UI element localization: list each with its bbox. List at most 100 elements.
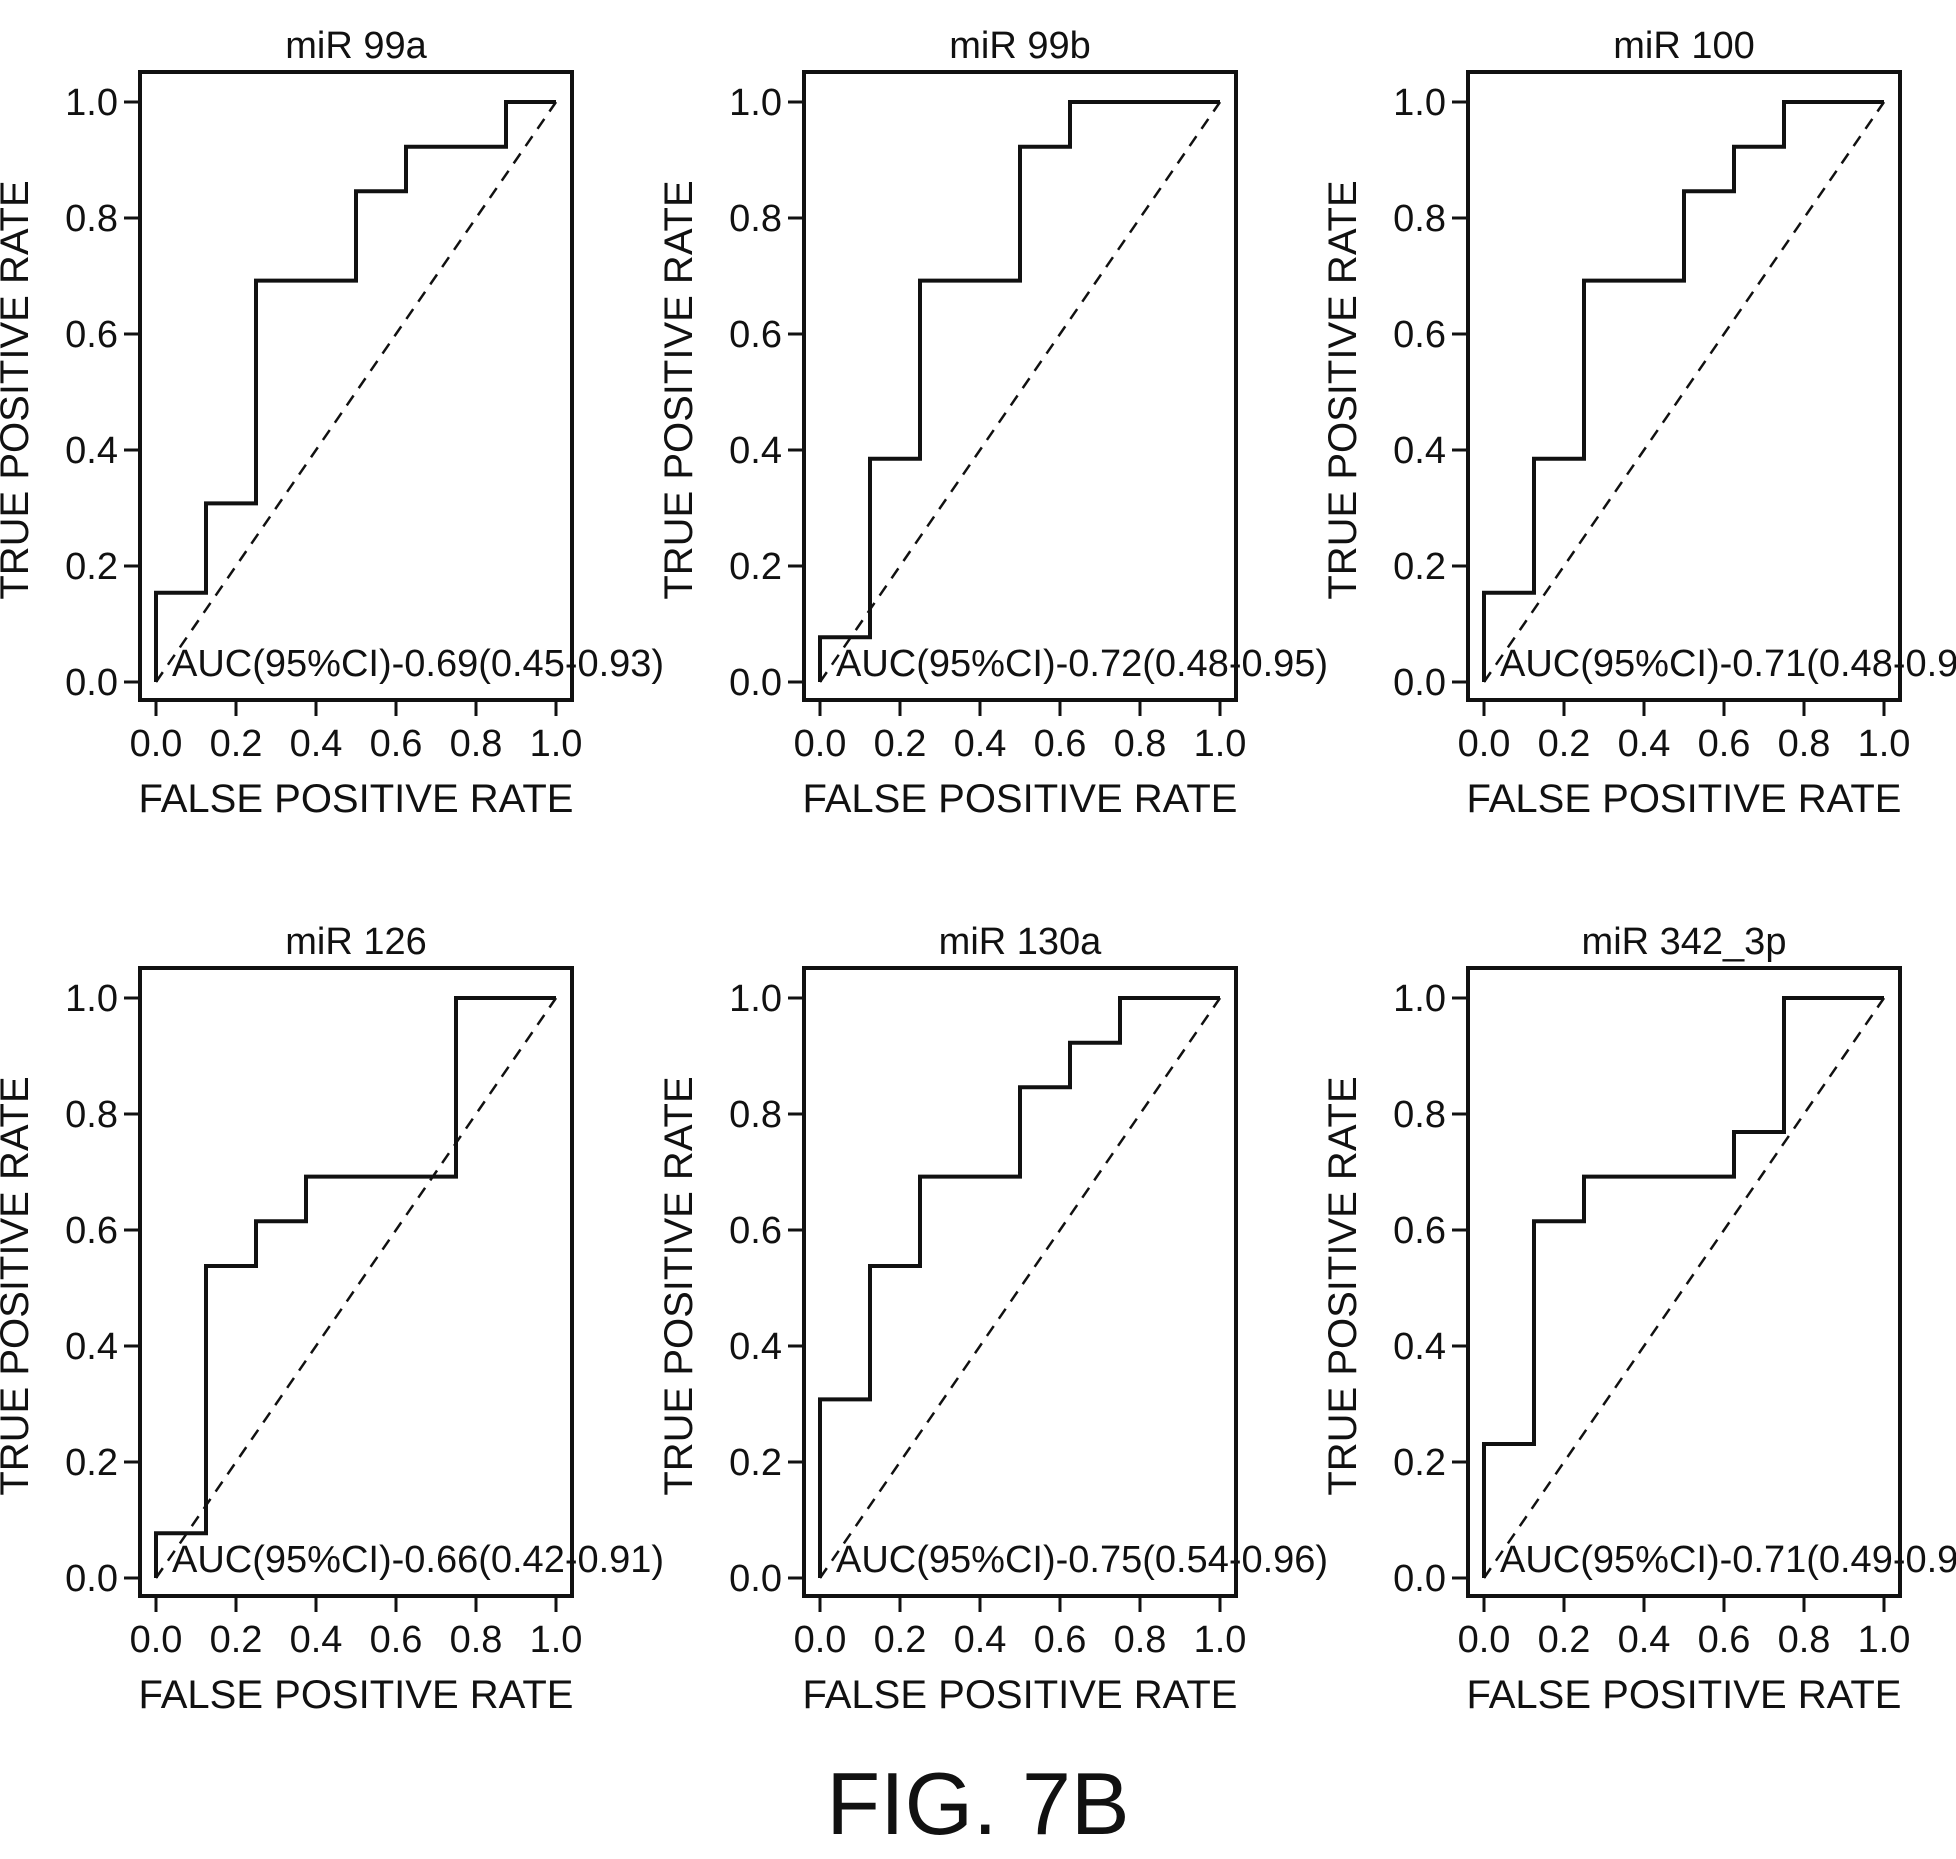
- y-tick-label: 0.6: [1393, 1210, 1446, 1252]
- auc-annotation: AUC(95%CI)-0.72(0.48-0.95): [836, 643, 1328, 685]
- panel-5: miR 130a 0.0 0.2 0.4 0.6 0.8 1.0 0.0 0.2 0.4 0.6 0.…: [657, 921, 1328, 1717]
- y-axis-label: TRUE POSITIVE RATE: [0, 180, 37, 599]
- y-tick-label: 0.6: [65, 314, 118, 356]
- y-tick-label: 0.2: [1393, 546, 1446, 588]
- roc-curve-line: [818, 996, 1220, 1578]
- panel-4: miR 126 0.0 0.2 0.4 0.6 0.8 1.0 0.0 0.2 0.4 0.6 0.8…: [0, 921, 664, 1717]
- x-tick-label: 1.0: [1194, 1619, 1247, 1661]
- y-tick-label: 0.4: [65, 430, 118, 472]
- x-tick-label: 0.2: [1538, 1619, 1591, 1661]
- y-tick-label: 0.6: [1393, 314, 1446, 356]
- plot-frame: [1466, 70, 1902, 702]
- x-tick-label: 0.2: [874, 1619, 927, 1661]
- x-axis-label: FALSE POSITIVE RATE: [139, 1673, 574, 1717]
- y-tick-label: 0.4: [729, 430, 782, 472]
- x-tick-label: 0.0: [1458, 1619, 1511, 1661]
- x-tick-label: 0.4: [954, 723, 1007, 765]
- x-tick-label: 0.4: [290, 1619, 343, 1661]
- auc-annotation: AUC(95%CI)-0.71(0.49-0.94): [1500, 1539, 1956, 1581]
- plot-frame: [802, 966, 1238, 1598]
- y-tick-label: 0.0: [729, 662, 782, 704]
- y-tick-label: 1.0: [65, 978, 118, 1020]
- x-tick-label: 0.2: [874, 723, 927, 765]
- plot-frame: [138, 966, 574, 1598]
- panel-title: miR 342_3p: [1582, 921, 1787, 963]
- y-tick-label: 0.6: [65, 1210, 118, 1252]
- auc-annotation: AUC(95%CI)-0.69(0.45-0.93): [172, 643, 664, 685]
- x-tick-label: 0.6: [1034, 723, 1087, 765]
- x-tick-label: 0.6: [1698, 1619, 1751, 1661]
- x-tick-label: 1.0: [530, 723, 583, 765]
- x-axis-label: FALSE POSITIVE RATE: [803, 777, 1238, 821]
- x-tick-label: 0.0: [130, 1619, 183, 1661]
- x-axis-label: FALSE POSITIVE RATE: [803, 1673, 1238, 1717]
- x-tick-label: 0.6: [1698, 723, 1751, 765]
- y-tick-label: 0.8: [65, 1094, 118, 1136]
- x-tick-label: 0.8: [1114, 723, 1167, 765]
- y-axis-label: TRUE POSITIVE RATE: [1321, 180, 1365, 599]
- y-tick-label: 0.0: [729, 1558, 782, 1600]
- auc-annotation: AUC(95%CI)-0.75(0.54-0.96): [836, 1539, 1328, 1581]
- y-tick-label: 1.0: [729, 978, 782, 1020]
- x-tick-label: 0.0: [794, 1619, 847, 1661]
- chance-diagonal-line: [154, 997, 558, 1579]
- x-tick-label: 0.8: [1778, 723, 1831, 765]
- x-tick-label: 0.8: [450, 723, 503, 765]
- x-tick-label: 1.0: [1194, 723, 1247, 765]
- y-tick-label: 0.4: [729, 1326, 782, 1368]
- y-axis-label: TRUE POSITIVE RATE: [1321, 1076, 1365, 1495]
- panel-title: miR 99a: [285, 25, 427, 67]
- roc-curve-line: [818, 100, 1220, 682]
- y-tick-label: 0.2: [65, 1442, 118, 1484]
- panel-2: miR 99b 0.0 0.2 0.4 0.6 0.8 1.0 0.0 0.2 0.4 0.6 0.8…: [657, 25, 1328, 821]
- x-tick-label: 0.2: [210, 723, 263, 765]
- panel-6: miR 342_3p 0.0 0.2 0.4 0.6 0.8 1.0 0.0 0.2 0.4 0.6…: [1321, 921, 1956, 1717]
- x-tick-label: 0.8: [1114, 1619, 1167, 1661]
- chance-diagonal-line: [1482, 101, 1886, 683]
- y-tick-label: 0.8: [65, 198, 118, 240]
- roc-curve-line: [1482, 996, 1884, 1578]
- y-tick-label: 0.2: [729, 546, 782, 588]
- auc-annotation: AUC(95%CI)-0.71(0.48-0.94): [1500, 643, 1956, 685]
- x-tick-label: 0.6: [370, 1619, 423, 1661]
- x-tick-label: 0.8: [450, 1619, 503, 1661]
- y-tick-label: 0.6: [729, 1210, 782, 1252]
- y-tick-label: 0.4: [65, 1326, 118, 1368]
- x-tick-label: 0.4: [1618, 1619, 1671, 1661]
- roc-curve-line: [1482, 100, 1884, 682]
- x-tick-label: 0.4: [290, 723, 343, 765]
- y-tick-label: 0.4: [1393, 1326, 1446, 1368]
- plot-frame: [1466, 966, 1902, 1598]
- x-tick-label: 0.8: [1778, 1619, 1831, 1661]
- y-axis-label: TRUE POSITIVE RATE: [0, 1076, 37, 1495]
- x-tick-label: 0.2: [1538, 723, 1591, 765]
- y-tick-label: 0.0: [1393, 1558, 1446, 1600]
- y-tick-label: 0.2: [729, 1442, 782, 1484]
- chance-diagonal-line: [1482, 997, 1886, 1579]
- x-tick-label: 0.0: [130, 723, 183, 765]
- plot-frame: [802, 70, 1238, 702]
- x-axis-label: FALSE POSITIVE RATE: [139, 777, 574, 821]
- panel-title: miR 130a: [939, 921, 1102, 963]
- x-tick-label: 0.4: [1618, 723, 1671, 765]
- chance-diagonal-line: [154, 101, 558, 683]
- y-tick-label: 0.0: [65, 662, 118, 704]
- y-tick-label: 1.0: [65, 82, 118, 124]
- y-tick-label: 0.4: [1393, 430, 1446, 472]
- x-axis-label: FALSE POSITIVE RATE: [1467, 777, 1902, 821]
- x-tick-label: 1.0: [1858, 723, 1911, 765]
- y-tick-label: 0.6: [729, 314, 782, 356]
- y-tick-label: 0.2: [65, 546, 118, 588]
- panel-title: miR 126: [285, 921, 427, 963]
- y-axis-label: TRUE POSITIVE RATE: [657, 180, 701, 599]
- panel-3: miR 100 0.0 0.2 0.4 0.6 0.8 1.0 0.0 0.2 0.4 0.6 0.8…: [1321, 25, 1956, 821]
- y-tick-label: 0.8: [1393, 1094, 1446, 1136]
- y-axis-label: TRUE POSITIVE RATE: [657, 1076, 701, 1495]
- y-tick-label: 0.8: [729, 198, 782, 240]
- y-tick-label: 1.0: [1393, 978, 1446, 1020]
- figure-caption: FIG. 7B: [826, 1754, 1130, 1853]
- panel-1: miR 99a 0.0 0.2 0.4 0.6 0.8 1.0 0.0 0.2 0.4 0.6 0.8…: [0, 25, 664, 821]
- x-tick-label: 0.0: [794, 723, 847, 765]
- y-tick-label: 1.0: [729, 82, 782, 124]
- y-tick-label: 0.0: [1393, 662, 1446, 704]
